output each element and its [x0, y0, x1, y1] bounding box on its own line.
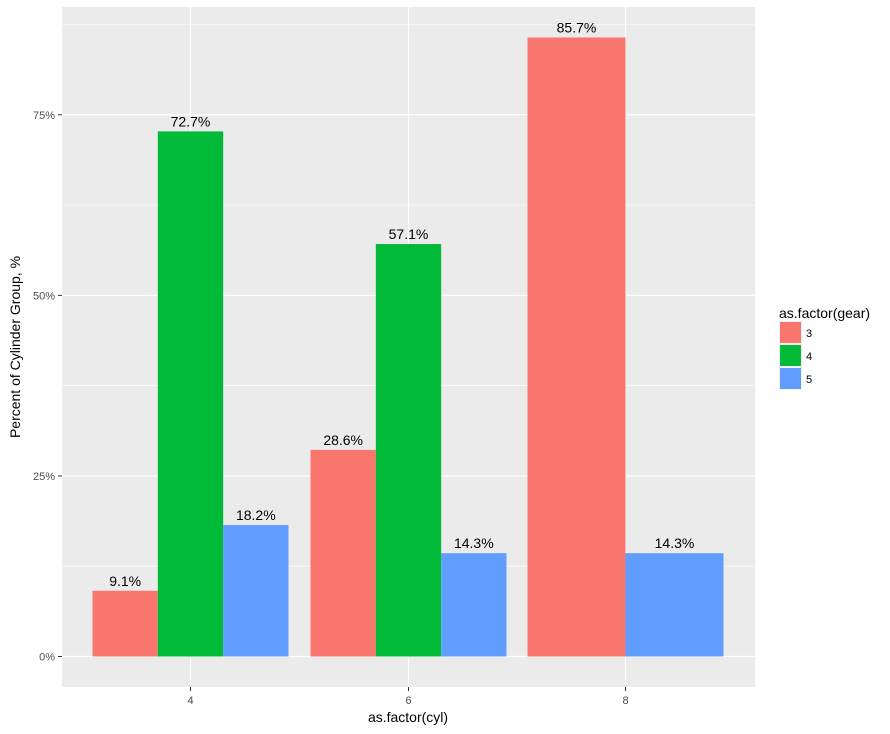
- x-axis: 4 6 8: [187, 687, 629, 707]
- y-tick-label: 25%: [33, 471, 55, 483]
- x-tick-label: 8: [622, 695, 628, 707]
- legend-label: 4: [806, 351, 812, 363]
- y-axis-title: Percent of Cylinder Group, %: [7, 256, 23, 438]
- x-tick-label: 4: [187, 695, 193, 707]
- legend-key-5: [780, 368, 801, 389]
- data-label: 57.1%: [389, 226, 429, 242]
- legend-key-3: [780, 322, 801, 343]
- data-label: 14.3%: [454, 535, 494, 551]
- legend-label: 5: [806, 374, 812, 386]
- x-axis-title: as.factor(cyl): [368, 709, 448, 725]
- bar-6-gear-5: [441, 553, 507, 657]
- bar-4-gear-3: [92, 590, 158, 657]
- legend-label: 3: [806, 328, 812, 340]
- data-labels: 9.1% 72.7% 18.2% 28.6% 57.1% 14.3% 85.7% 14.3%: [109, 20, 694, 589]
- data-label: 14.3%: [655, 535, 695, 551]
- data-label: 72.7%: [171, 113, 211, 129]
- bar-4-gear-5: [223, 525, 289, 657]
- data-label: 28.6%: [323, 432, 363, 448]
- bar-4-gear-4: [157, 131, 224, 657]
- bar-6-gear-4: [375, 244, 442, 657]
- bar-8-gear-3: [527, 37, 626, 657]
- y-tick-label: 0%: [39, 652, 55, 664]
- bars: [92, 37, 724, 657]
- data-label: 85.7%: [557, 20, 597, 36]
- data-label: 18.2%: [236, 507, 276, 523]
- bar-6-gear-3: [310, 449, 376, 657]
- x-tick-label: 6: [405, 695, 411, 707]
- data-label: 9.1%: [109, 573, 141, 589]
- y-tick-label: 50%: [33, 290, 55, 302]
- y-axis: 0% 25% 50% 75%: [33, 110, 62, 664]
- bar-8-gear-5: [625, 553, 724, 657]
- legend-title: as.factor(gear): [779, 305, 870, 321]
- y-tick-label: 75%: [33, 110, 55, 122]
- legend-key-4: [780, 345, 801, 366]
- legend: as.factor(gear) 3 4 5: [779, 305, 870, 390]
